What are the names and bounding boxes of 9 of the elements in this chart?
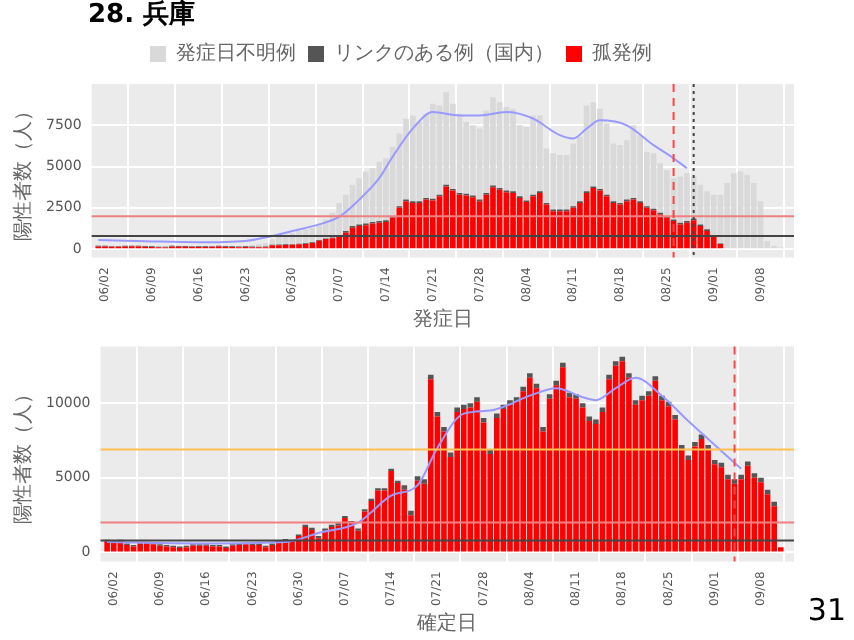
chart-title: 28. 兵庫	[86, 0, 198, 32]
y-axis-title: 陽性者数（人）	[11, 100, 36, 241]
legend-label: 孤発例	[592, 41, 652, 66]
x-axis-title: 確定日	[415, 611, 478, 636]
x-axis-title: 発症日	[412, 307, 473, 332]
y-axis-title: 陽性者数（人）	[11, 383, 36, 524]
legend-label: リンクのある例（国内）	[334, 41, 554, 66]
text: 31	[807, 592, 846, 628]
legend-label: 発症日不明例	[176, 41, 296, 66]
